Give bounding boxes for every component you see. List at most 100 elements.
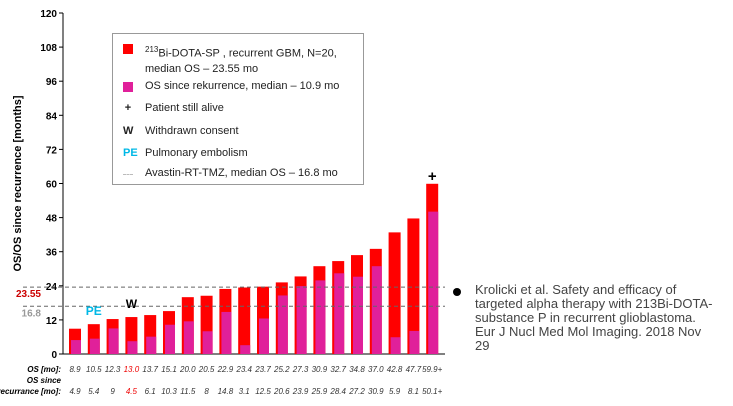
os-value: 37.0 (368, 365, 384, 374)
bar-os-since-recurrence (315, 280, 326, 354)
row-label-osr: OS since (27, 376, 62, 385)
reference-bullet: Krolicki et al. Safety and efficacy of t… (453, 282, 715, 353)
os-value: 34.8 (349, 365, 365, 374)
os-value: 27.3 (292, 365, 309, 374)
y-tick-label: 48 (46, 214, 58, 225)
legend-text: Bi-DOTA-SP , recurrent GBM, N=20, (158, 47, 337, 60)
os-value: 25.2 (273, 365, 290, 374)
row-label-os: OS [mo]: (27, 365, 61, 374)
os-value: 20.5 (198, 365, 215, 374)
y-tick-label: 0 (51, 350, 57, 361)
osr-value: 4.5 (126, 387, 138, 396)
bar-os-since-recurrence (428, 211, 439, 354)
pe-marker: PE (123, 147, 138, 159)
legend-item-avastin: Avastin-RT-TMZ, median OS – 16.8 mo (123, 167, 338, 179)
bar-os-since-recurrence (165, 324, 175, 354)
reference-line-label: 16.8 (22, 308, 42, 319)
legend-item-pe: PE Pulmonary embolism (123, 147, 248, 159)
osr-value: 8 (204, 387, 209, 396)
legend-text: Pulmonary embolism (145, 147, 248, 159)
bar-os-since-recurrence (409, 330, 420, 354)
bar-os-since-recurrence (240, 345, 251, 354)
osr-value: 50.1+ (422, 387, 443, 396)
bar-os-since-recurrence (202, 331, 213, 354)
legend-text: Patient still alive (145, 102, 224, 114)
bar-os-since-recurrence (371, 266, 382, 354)
osr-value: 5.4 (88, 387, 100, 396)
osr-value: 14.8 (218, 387, 234, 396)
legend-text: OS since rekurrence, median – 10.9 mo (145, 80, 340, 92)
legend-sup: 213 (145, 45, 159, 54)
y-tick-label: 72 (46, 145, 58, 156)
osr-value: 4.9 (69, 387, 81, 396)
legend-item-osr: OS since rekurrence, median – 10.9 mo (123, 80, 339, 92)
bar-os-since-recurrence (353, 276, 363, 354)
y-tick-label: 108 (40, 43, 57, 54)
y-tick-label: 96 (46, 77, 58, 88)
osr-value: 25.9 (311, 387, 328, 396)
osr-value: 5.9 (389, 387, 401, 396)
os-value: 15.1 (161, 365, 177, 374)
y-tick-label: 12 (46, 316, 58, 327)
os-value: 10.5 (86, 365, 102, 374)
osr-value: 27.2 (348, 387, 365, 396)
bar-annotation: PE (86, 304, 102, 318)
w-marker: W (123, 125, 134, 137)
bar-os-since-recurrence (71, 340, 81, 354)
legend-text: Withdrawn consent (145, 125, 239, 137)
legend-item-withdrawn: W Withdrawn consent (123, 125, 239, 137)
legend: 213Bi-DOTA-SP , recurrent GBM, N=20, medi… (112, 33, 364, 185)
osr-value: 30.9 (368, 387, 384, 396)
osr-value: 28.4 (329, 387, 346, 396)
bar-os (388, 232, 401, 354)
os-value: 23.7 (254, 365, 271, 374)
bar-os-since-recurrence (127, 341, 138, 354)
bar-os-since-recurrence (108, 328, 119, 354)
osr-value: 6.1 (145, 387, 156, 396)
osr-value: 3.1 (239, 387, 250, 396)
legend-item-alive: + Patient still alive (123, 102, 224, 114)
bullet-icon (453, 288, 461, 296)
red-swatch-icon (123, 44, 133, 54)
bar-os (407, 218, 420, 354)
osr-value: 12.5 (255, 387, 271, 396)
bar-os-since-recurrence (221, 311, 232, 354)
os-value: 13.0 (124, 365, 140, 374)
dashed-line-icon (123, 174, 133, 175)
pink-swatch-icon (123, 82, 133, 92)
bar-os-since-recurrence (259, 318, 269, 354)
y-tick-label: 60 (46, 180, 58, 191)
legend-text: median OS – 23.55 mo (145, 62, 259, 75)
os-value: 42.8 (387, 365, 403, 374)
os-value: 20.0 (179, 365, 196, 374)
bar-os-since-recurrence (89, 338, 100, 354)
row-label-osr: recurrance [mo]: (0, 387, 61, 396)
y-tick-label: 84 (46, 111, 58, 122)
bar-os-since-recurrence (146, 336, 157, 354)
osr-value: 10.3 (161, 387, 177, 396)
y-tick-label: 36 (46, 248, 58, 259)
bar-os-since-recurrence (390, 337, 401, 354)
os-value: 22.9 (217, 365, 234, 374)
bar-os-since-recurrence (296, 286, 307, 354)
reference-text: Krolicki et al. Safety and efficacy of t… (475, 282, 713, 353)
os-value: 47.7 (406, 365, 422, 374)
bar-os (125, 317, 138, 354)
bar-annotation: + (428, 168, 437, 185)
legend-text: Avastin-RT-TMZ, median OS – 16.8 mo (145, 167, 338, 179)
os-value: 23.4 (235, 365, 252, 374)
y-axis-label: OS/OS since recurrence [months] (12, 95, 24, 271)
legend-item-os: 213Bi-DOTA-SP , recurrent GBM, N=20, medi… (123, 42, 337, 77)
plus-icon: + (124, 102, 132, 114)
osr-value: 20.6 (273, 387, 290, 396)
os-value: 13.7 (142, 365, 158, 374)
bar-os-since-recurrence (334, 273, 345, 354)
osr-value: 9 (110, 387, 115, 396)
bar-os (238, 287, 251, 354)
reference-line-label: 23.55 (16, 289, 41, 300)
os-value: 8.9 (69, 365, 81, 374)
osr-value: 23.9 (292, 387, 309, 396)
os-value: 32.7 (330, 365, 346, 374)
os-value: 59.9+ (422, 365, 443, 374)
